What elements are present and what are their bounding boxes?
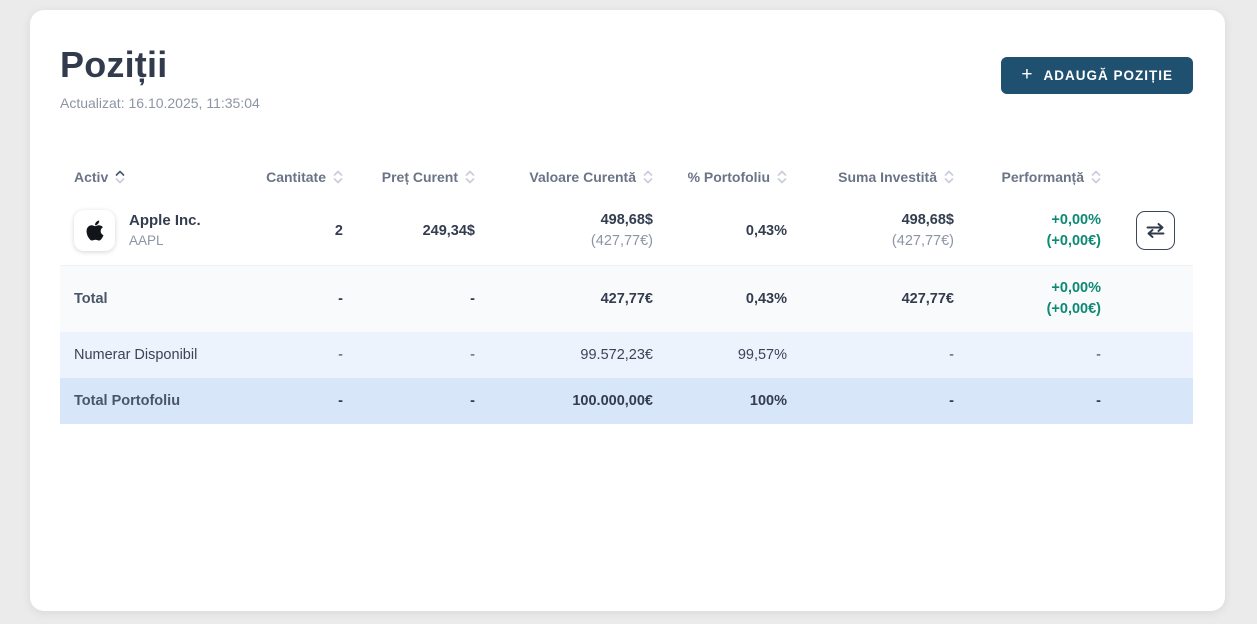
- positions-table: Activ Cantitate Preț Curent: [60, 157, 1193, 424]
- cell-quantity: -: [338, 347, 343, 363]
- column-label: Valoare Curentă: [529, 169, 636, 185]
- cell-current-value: 427,77€: [600, 290, 653, 307]
- column-header-cantitate[interactable]: Cantitate: [250, 157, 359, 197]
- invested-usd: 498,68$: [901, 211, 954, 228]
- row-label: Numerar Disponibil: [74, 347, 198, 363]
- title-block: Poziții Actualizat: 16.10.2025, 11:35:04: [60, 44, 260, 111]
- cell-performance: -: [1096, 393, 1101, 409]
- column-label: Cantitate: [266, 169, 326, 185]
- cell-current-price: 249,34$: [422, 222, 475, 239]
- asset-name-block: Apple Inc. AAPL: [129, 211, 201, 250]
- column-label: Suma Investită: [838, 169, 937, 185]
- add-position-label: Adaugă Poziție: [1043, 68, 1173, 83]
- cell-current-price: -: [470, 290, 475, 307]
- invested-eur: (427,77€): [891, 232, 954, 249]
- cell-performance: -: [1096, 347, 1101, 363]
- cell-portfolio-pct: 0,43%: [745, 222, 787, 239]
- column-header-actions: [1117, 157, 1193, 197]
- sort-chevrons-icon: [944, 170, 954, 184]
- row-label: Total Portofoliu: [74, 393, 181, 409]
- column-header-performanta[interactable]: Performanță: [970, 157, 1117, 197]
- column-header-pret-curent[interactable]: Preț Curent: [359, 157, 491, 197]
- positions-card: Poziții Actualizat: 16.10.2025, 11:35:04…: [30, 10, 1225, 611]
- column-label: Performanță: [1001, 169, 1084, 185]
- asset-cell[interactable]: Apple Inc. AAPL: [74, 210, 234, 252]
- position-row-aapl: Apple Inc. AAPL 2 249,34$ 498,68$ (427,7…: [60, 197, 1193, 265]
- table-header-row: Activ Cantitate Preț Curent: [60, 157, 1193, 197]
- cell-quantity: -: [338, 393, 343, 409]
- sort-chevrons-icon: [333, 170, 343, 184]
- cell-invested: -: [949, 393, 954, 409]
- cell-quantity: -: [338, 290, 343, 307]
- cell-portfolio-pct: 100%: [749, 393, 787, 409]
- summary-row-cash: Numerar Disponibil - - 99.572,23€ 99,57%…: [60, 332, 1193, 378]
- cell-invested: 498,68$ (427,77€): [803, 197, 970, 265]
- sort-chevrons-icon: [115, 170, 125, 184]
- asset-ticker: AAPL: [129, 233, 164, 249]
- column-label: % Portofoliu: [687, 169, 770, 185]
- cell-performance: +0,00% (+0,00€): [970, 197, 1117, 265]
- swap-arrows-icon: [1146, 223, 1164, 239]
- value-eur: (427,77€): [590, 232, 653, 249]
- value-usd: 498,68$: [600, 211, 653, 228]
- cell-current-price: -: [470, 347, 475, 363]
- cell-current-value: 498,68$ (427,77€): [491, 197, 669, 265]
- card-header: Poziții Actualizat: 16.10.2025, 11:35:04…: [60, 44, 1193, 111]
- cell-invested: -: [949, 347, 954, 363]
- cell-current-value: 99.572,23€: [580, 347, 653, 363]
- sort-chevrons-icon: [643, 170, 653, 184]
- performance-pct: +0,00%: [1051, 211, 1101, 228]
- column-header-portofoliu-pct[interactable]: % Portofoliu: [669, 157, 803, 197]
- sort-chevrons-icon: [465, 170, 475, 184]
- asset-name: Apple Inc.: [129, 212, 201, 230]
- performance-eur: (+0,00€): [1046, 232, 1101, 249]
- plus-icon: +: [1021, 64, 1034, 85]
- column-header-activ[interactable]: Activ: [60, 157, 250, 197]
- cell-invested: 427,77€: [901, 290, 954, 307]
- column-label: Activ: [74, 169, 109, 185]
- last-updated-text: Actualizat: 16.10.2025, 11:35:04: [60, 95, 260, 111]
- sort-chevrons-icon: [777, 170, 787, 184]
- sort-chevrons-icon: [1091, 170, 1101, 184]
- summary-row-portfolio-total: Total Portofoliu - - 100.000,00€ 100% - …: [60, 378, 1193, 424]
- column-header-suma-investita[interactable]: Suma Investită: [803, 157, 970, 197]
- performance-eur: (+0,00€): [1046, 300, 1101, 317]
- page-title: Poziții: [60, 44, 168, 85]
- cell-portfolio-pct: 0,43%: [745, 290, 787, 307]
- summary-row-total: Total - - 427,77€ 0,43% 427,77€ +0,00% (…: [60, 265, 1193, 332]
- cell-current-value: 100.000,00€: [572, 393, 653, 409]
- cell-quantity: 2: [334, 222, 343, 239]
- column-header-valoare-curenta[interactable]: Valoare Curentă: [491, 157, 669, 197]
- performance-pct: +0,00%: [1051, 279, 1101, 296]
- apple-logo-icon: [74, 210, 115, 252]
- column-label: Preț Curent: [381, 169, 458, 185]
- cell-performance: +0,00% (+0,00€): [970, 265, 1117, 332]
- cell-current-price: -: [470, 393, 475, 409]
- cell-portfolio-pct: 99,57%: [737, 347, 787, 363]
- transaction-button[interactable]: [1135, 211, 1175, 251]
- row-label: Total: [74, 290, 108, 307]
- add-position-button[interactable]: + Adaugă Poziție: [1001, 57, 1193, 94]
